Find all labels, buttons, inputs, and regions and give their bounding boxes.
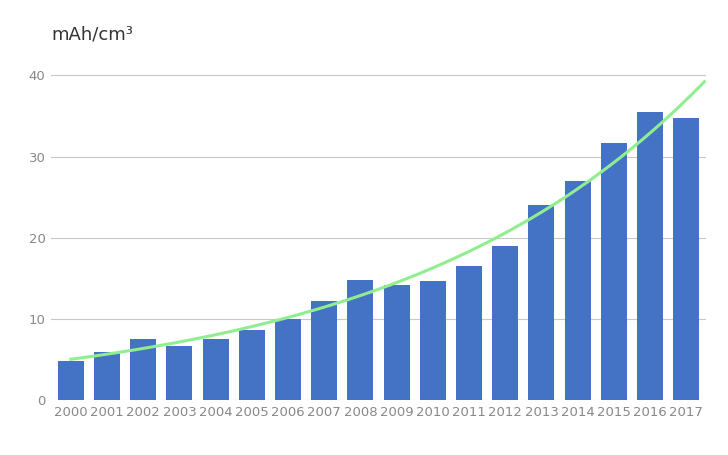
Bar	[565, 181, 590, 400]
Bar	[347, 280, 373, 400]
Bar	[601, 143, 627, 400]
Bar	[673, 118, 700, 400]
Bar	[58, 361, 84, 400]
Bar	[275, 319, 301, 400]
Bar	[420, 281, 446, 400]
Bar	[637, 112, 663, 400]
Bar	[529, 205, 555, 400]
Bar	[239, 330, 265, 400]
Bar	[94, 352, 120, 400]
Bar	[202, 339, 229, 400]
Bar	[456, 266, 482, 400]
Bar	[130, 339, 157, 400]
Bar	[384, 285, 410, 400]
Bar	[492, 246, 518, 400]
Bar	[312, 301, 337, 400]
Text: mAh/cm³: mAh/cm³	[51, 25, 132, 43]
Bar	[167, 346, 192, 400]
